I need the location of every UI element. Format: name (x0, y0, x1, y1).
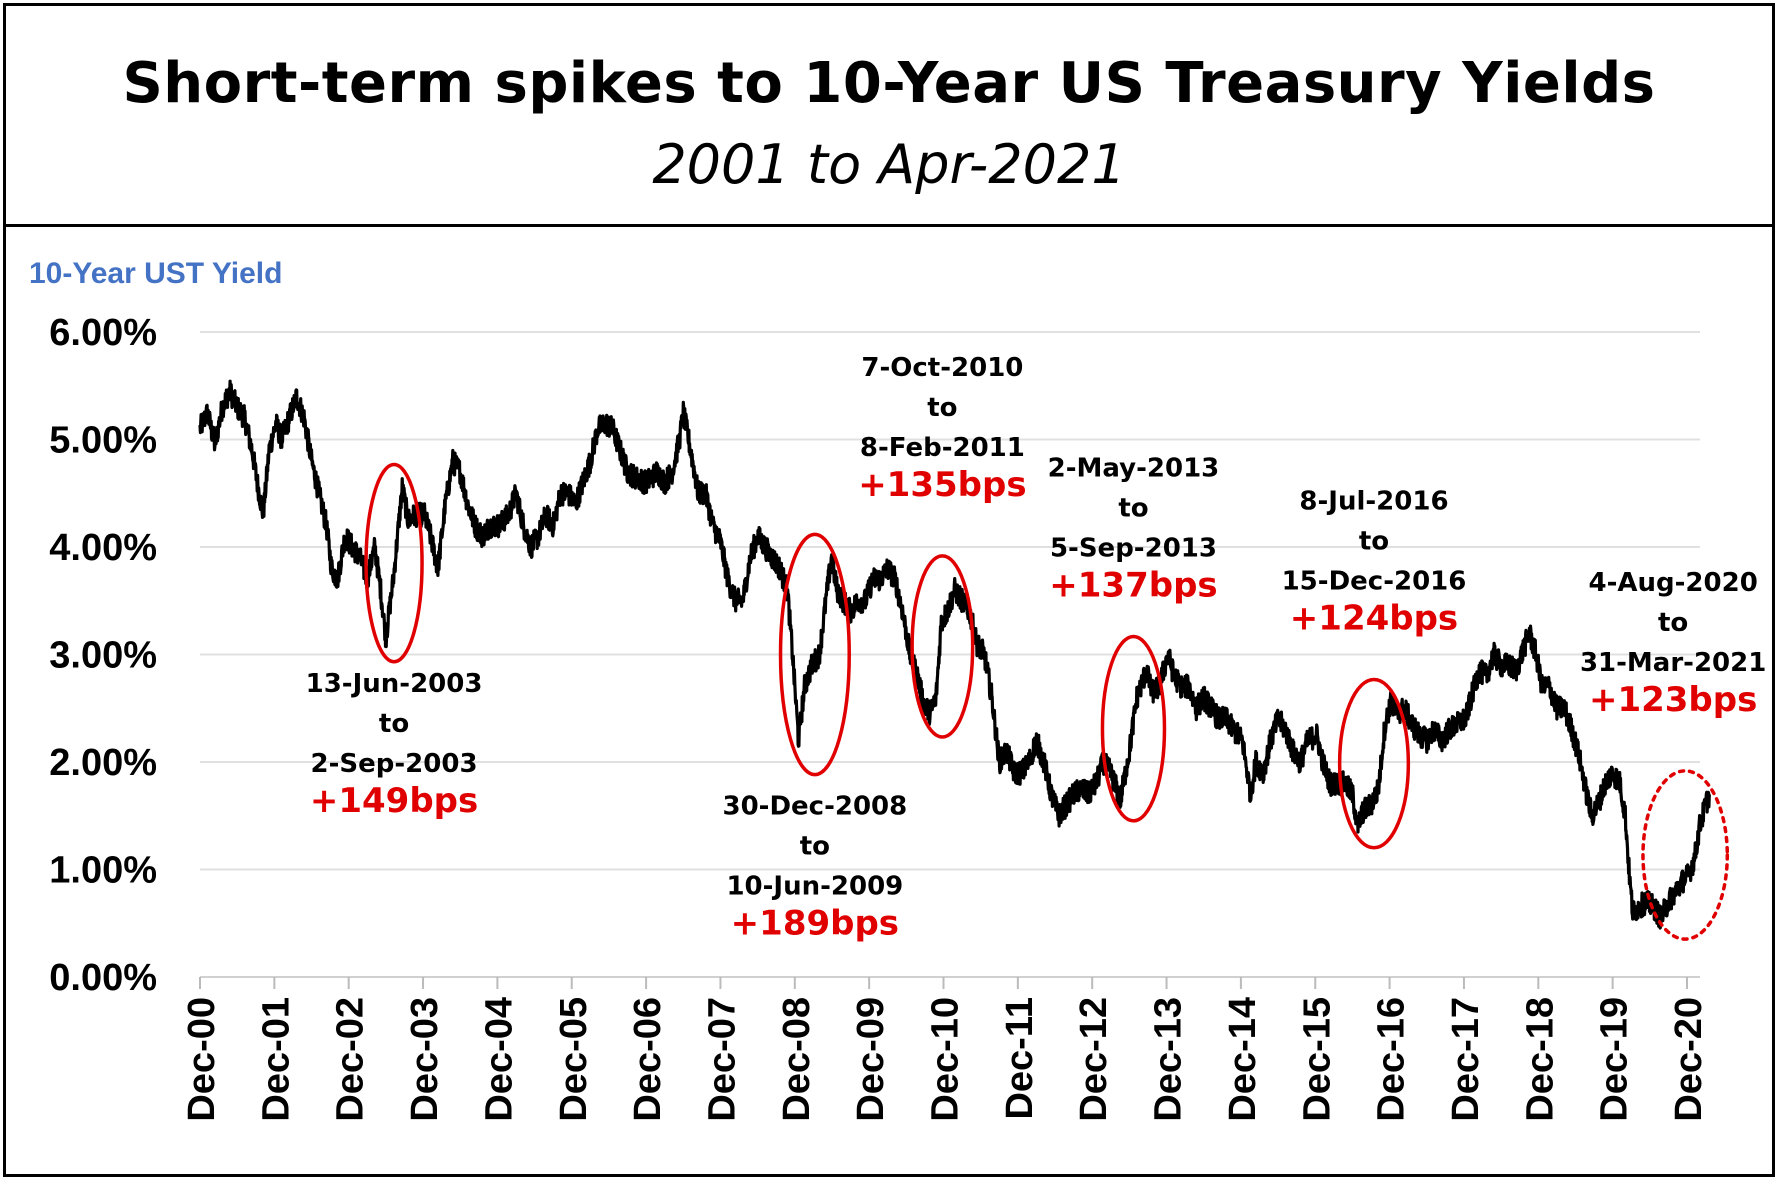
x-tick-label: Dec-06 (627, 997, 669, 1122)
spike-change-label: +124bps (1290, 599, 1458, 639)
x-tick-label: Dec-08 (776, 997, 818, 1122)
x-tick-label: Dec-12 (1073, 997, 1115, 1122)
x-tick-label: Dec-05 (553, 997, 595, 1122)
y-tick-label: 4.00% (49, 527, 157, 569)
spike-date-label: 4-Aug-2020 (1589, 568, 1758, 598)
x-tick-label: Dec-13 (1148, 997, 1190, 1122)
y-tick-label: 1.00% (49, 850, 157, 892)
spike-change-label: +149bps (310, 781, 478, 821)
spike-date-label: 8-Feb-2011 (860, 433, 1025, 463)
x-tick-label: Dec-07 (701, 997, 743, 1122)
spike-date-label: 13-Jun-2003 (306, 669, 483, 699)
spike-change-label: +137bps (1049, 566, 1217, 606)
y-tick-label: 5.00% (49, 420, 157, 462)
spike-change-label: +123bps (1589, 680, 1757, 720)
x-tick-label: Dec-14 (1222, 997, 1264, 1122)
spike-date-label: 15-Dec-2016 (1282, 567, 1467, 597)
x-tick-label: Dec-04 (478, 997, 520, 1122)
series-layer (198, 379, 1711, 930)
x-tick-label: Dec-09 (850, 997, 892, 1122)
spike-date-label: to (379, 709, 409, 739)
x-tick-label: Dec-15 (1296, 997, 1338, 1122)
y-tick-label: 0.00% (49, 957, 157, 999)
x-tick-label: Dec-19 (1594, 997, 1636, 1122)
yield-series-line (198, 379, 1711, 930)
x-tick-label: Dec-18 (1519, 997, 1561, 1122)
spike-date-label: to (927, 393, 957, 423)
x-tick-label: Dec-00 (181, 997, 223, 1122)
spike-ellipse (778, 532, 851, 777)
y-axis: 0.00% 1.00% 2.00% 3.00% 4.00% 5.00% 6.00% (49, 312, 157, 999)
spike-ellipse (364, 462, 424, 664)
x-tick-label: Dec-03 (404, 997, 446, 1122)
spike-date-label: 31-Mar-2021 (1580, 648, 1766, 678)
y-tick-label: 3.00% (49, 635, 157, 677)
spike-date-label: to (1359, 527, 1389, 557)
spike-date-label: to (1118, 494, 1148, 524)
x-tick-label: Dec-17 (1445, 997, 1487, 1122)
grid-lines (200, 331, 1700, 871)
spike-date-label: to (800, 832, 830, 862)
spike-change-label: +189bps (731, 904, 899, 944)
spike-ellipse (1337, 677, 1411, 850)
y-tick-label: 2.00% (49, 742, 157, 784)
spike-date-label: 10-Jun-2009 (726, 872, 903, 902)
title-box: Short-term spikes to 10-Year US Treasury… (3, 3, 1775, 227)
x-tick-label: Dec-20 (1668, 997, 1710, 1122)
x-axis: Dec-00 Dec-01 Dec-02 Dec-03 Dec-04 Dec-05 Dec-… (181, 976, 1710, 1122)
spike-ellipse (910, 554, 975, 739)
x-tick-label: Dec-01 (255, 997, 297, 1122)
y-tick-label: 6.00% (49, 312, 157, 354)
spike-date-label: 5-Sep-2013 (1050, 534, 1217, 564)
chart-frame (3, 3, 1775, 1177)
y-axis-label: 10-Year UST Yield (29, 257, 282, 290)
annotations-layer: 13-Jun-2003 to 2-Sep-2003+149bps 30-Dec-200… (306, 353, 1767, 944)
x-tick-label: Dec-10 (925, 997, 967, 1122)
chart-subtitle: 2001 to Apr-2021 (652, 133, 1126, 196)
spike-date-label: 2-Sep-2003 (311, 749, 478, 779)
spike-date-label: 7-Oct-2010 (861, 353, 1023, 383)
x-tick-label: Dec-16 (1371, 997, 1413, 1122)
spike-ellipse (1100, 634, 1167, 823)
spike-date-label: 30-Dec-2008 (722, 792, 907, 822)
spike-ellipse (1641, 769, 1730, 941)
x-tick-label: Dec-11 (999, 997, 1041, 1120)
spike-date-label: to (1658, 608, 1688, 638)
spike-date-label: 2-May-2013 (1048, 454, 1220, 484)
spike-date-label: 8-Jul-2016 (1299, 487, 1448, 517)
x-tick-label: Dec-02 (330, 997, 372, 1122)
spike-change-label: +135bps (858, 465, 1026, 505)
chart-title: Short-term spikes to 10-Year US Treasury… (122, 51, 1656, 116)
